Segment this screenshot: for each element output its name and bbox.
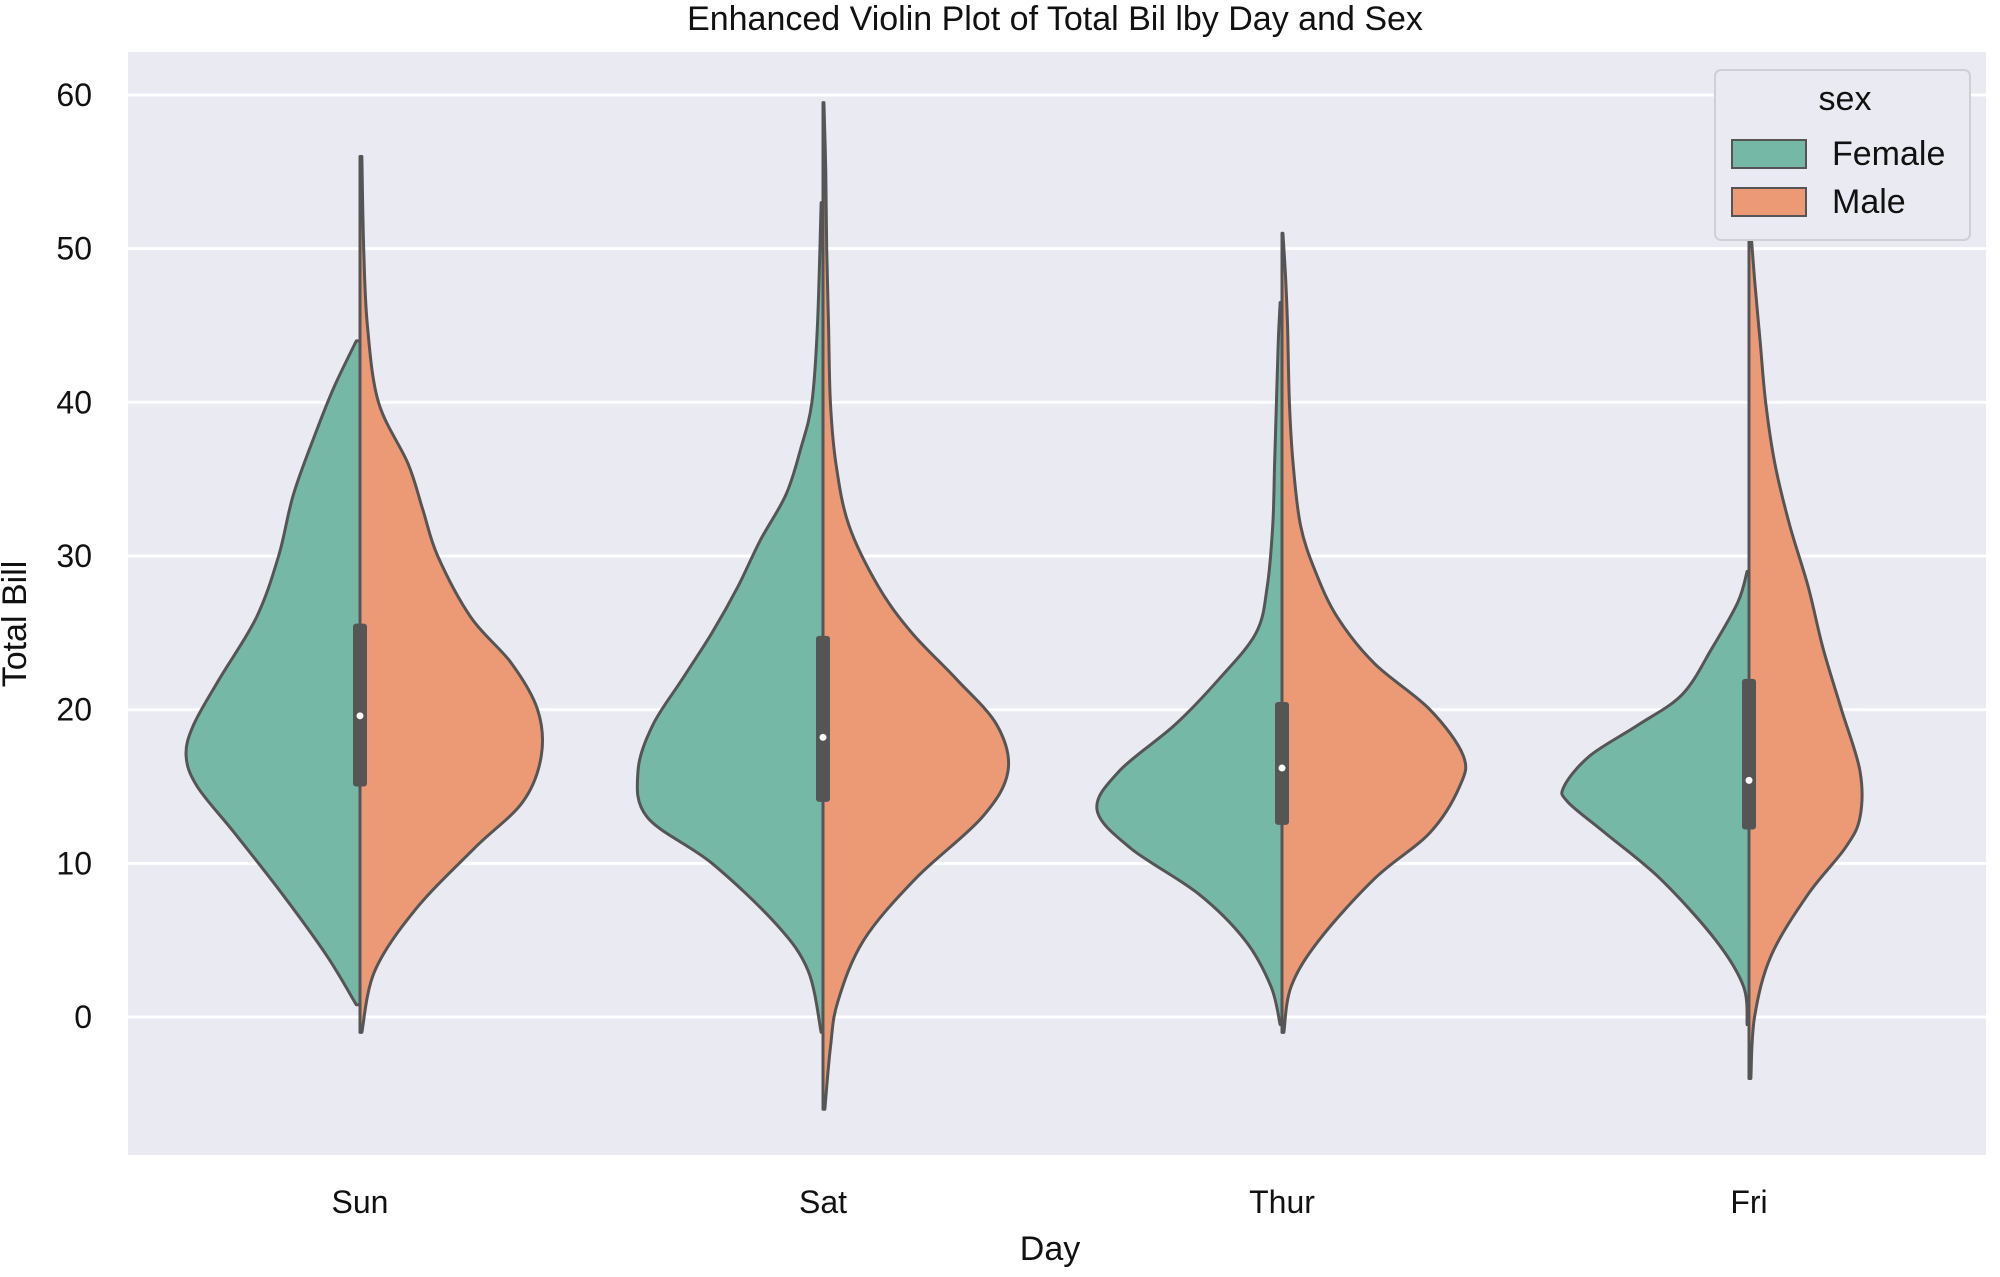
violin-half-female-thur — [1095, 300, 1284, 1027]
legend: sex Female Male — [1714, 69, 1971, 241]
median-marker — [356, 712, 364, 720]
iqr-box — [353, 623, 367, 787]
violin-thur — [1095, 231, 1468, 1034]
x-tick-label-thur: Thur — [1249, 1184, 1315, 1220]
violin-half-male-sun — [358, 154, 545, 1034]
violin-half-female-sun — [184, 339, 362, 1007]
x-tick-label-sun: Sun — [332, 1184, 389, 1220]
y-tick-label: 40 — [56, 384, 92, 420]
iqr-box — [1742, 678, 1756, 830]
legend-label-female: Female — [1832, 135, 1945, 173]
iqr-box — [816, 635, 830, 802]
legend-swatch-female — [1731, 139, 1807, 169]
median-marker — [1278, 764, 1286, 772]
median-marker — [1745, 776, 1753, 784]
x-axis-ticks: Sun Sat Thur Fri — [332, 1184, 1768, 1220]
violins — [184, 101, 1864, 1111]
y-axis-label: Total Bill — [0, 561, 34, 688]
y-tick-label: 20 — [56, 692, 92, 728]
violin-half-female-fri — [1560, 569, 1751, 1027]
violin-sun — [184, 154, 545, 1034]
y-tick-label: 30 — [56, 538, 92, 574]
iqr-box — [1275, 701, 1289, 825]
x-axis-label: Day — [1020, 1230, 1080, 1268]
violin-half-male-thur — [1280, 231, 1468, 1034]
violin-sat — [635, 101, 1011, 1111]
y-tick-label: 10 — [56, 845, 92, 881]
x-tick-label-fri: Fri — [1730, 1184, 1767, 1220]
legend-label-male: Male — [1832, 183, 1906, 221]
violin-fri — [1560, 216, 1864, 1080]
chart-title: Enhanced Violin Plot of Total Bil lby Da… — [687, 0, 1423, 38]
y-tick-label: 60 — [56, 77, 92, 113]
x-tick-label-sat: Sat — [799, 1184, 847, 1220]
violin-half-male-fri — [1747, 216, 1864, 1080]
y-tick-label: 50 — [56, 231, 92, 267]
violin-half-female-sat — [635, 201, 825, 1034]
y-axis-ticks: 0 10 20 30 40 50 60 — [56, 77, 92, 1035]
legend-entries: Female Male — [1731, 135, 1945, 221]
median-marker — [819, 733, 827, 741]
legend-title: sex — [1819, 80, 1872, 118]
violin-half-male-sat — [821, 101, 1011, 1111]
y-tick-label: 0 — [74, 999, 92, 1035]
legend-swatch-male — [1731, 187, 1807, 217]
